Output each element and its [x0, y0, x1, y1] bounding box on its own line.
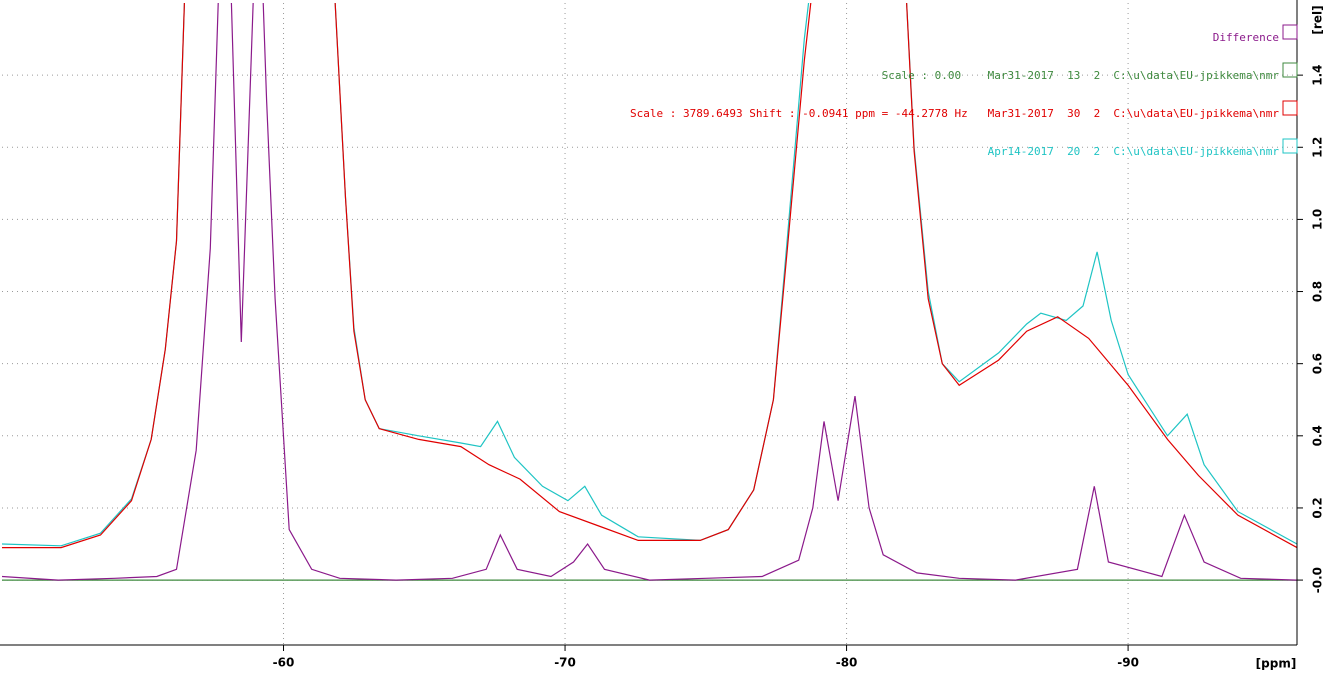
y-axis-label: [rel]	[1311, 5, 1325, 34]
legend-swatch	[1282, 100, 1298, 116]
y-tick-label: 1.0	[1311, 209, 1325, 230]
legend-label: Scale : 3789.6493 Shift : -0.0941 ppm = …	[630, 107, 1279, 120]
plot-area	[2, 3, 1297, 581]
x-tick-label: -70	[554, 656, 576, 670]
y-tick-label: 1.2	[1311, 137, 1325, 158]
x-tick-label: -80	[836, 656, 858, 670]
legend-label: Scale : 0.00 Mar31-2017 13 2 C:\u\data\E…	[882, 69, 1280, 82]
y-tick-label: 1.4	[1311, 65, 1325, 86]
legend-label: Apr14-2017 20 2 C:\u\data\EU-jpikkema\nm…	[988, 145, 1280, 158]
y-tick-label: 0.4	[1311, 425, 1325, 446]
legend-swatch	[1282, 24, 1298, 40]
x-axis-label: [ppm]	[1256, 657, 1297, 671]
spectrum-line	[2, 3, 1297, 581]
x-tick-label: -60	[273, 656, 295, 670]
legend: Difference Scale : 0.00 Mar31-2017 13 2 C…	[630, 24, 1298, 158]
y-tick-label: 0.2	[1311, 497, 1325, 518]
legend-swatch	[1282, 62, 1298, 78]
y-tick-label: 0.6	[1311, 353, 1325, 374]
y-tick-label: 0.8	[1311, 281, 1325, 302]
legend-label: Difference	[1213, 31, 1279, 44]
y-tick-label: -0.0	[1311, 567, 1325, 593]
x-tick-label: -90	[1117, 656, 1139, 670]
spectrum-line	[2, 3, 1297, 549]
ticks: -0.0 0.2 0.4 0.6 0.8 1.0 1.2 1.4 -60 -70 -80 -90	[273, 65, 1325, 670]
legend-swatch	[1282, 138, 1298, 154]
